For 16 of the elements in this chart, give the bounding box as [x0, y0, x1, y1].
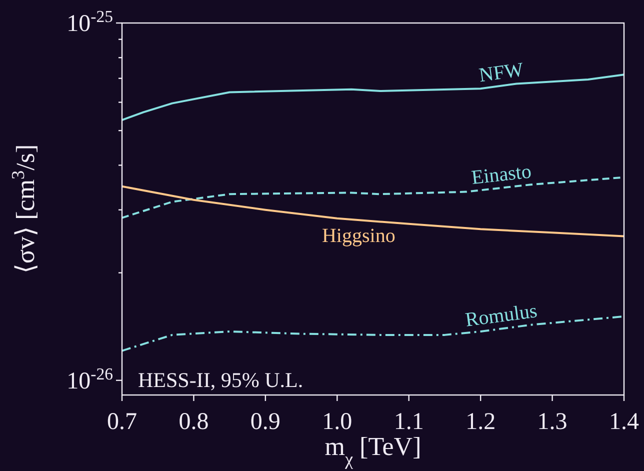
- y-tick-label: 10$^{-26}$: [66, 364, 113, 394]
- x-tick-label: 0.8: [178, 409, 209, 435]
- annotation: HESS-II, 95% U.L.: [138, 368, 304, 392]
- x-tick-label: 1.2: [466, 409, 496, 435]
- x-tick-label: 1.1: [394, 409, 424, 435]
- x-tick-label: 1.4: [609, 409, 639, 435]
- x-axis-title: m$_{χ}$ [TeV]: [324, 432, 422, 469]
- x-tick-label: 1.0: [322, 409, 352, 435]
- x-tick-label: 0.7: [107, 409, 137, 435]
- text: Einasto: [470, 160, 532, 190]
- x-tick-label: 0.9: [250, 409, 280, 435]
- text: NFW: [478, 58, 525, 87]
- series-label: Higgsino: [322, 225, 396, 248]
- x-tick-label: 1.3: [537, 409, 568, 435]
- text: Romulus: [464, 300, 539, 332]
- y-tick-label: 10$^{-25}$: [66, 6, 113, 37]
